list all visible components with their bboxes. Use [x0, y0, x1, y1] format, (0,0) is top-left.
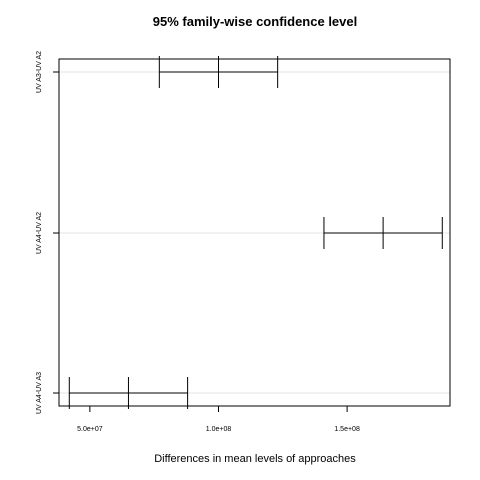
x-axis: 5.0e+07 1.0e+08 1.5e+08	[77, 406, 360, 433]
y-tick-label: UV A3-UV A2	[36, 51, 43, 93]
y-tick-label: UV A4-UV A3	[36, 372, 43, 414]
y-axis: UV A3-UV A2 UV A4-UV A2 UV A4-UV A3	[36, 51, 59, 414]
x-tick-label: 1.5e+08	[334, 426, 360, 433]
x-tick-label: 1.0e+08	[206, 426, 232, 433]
x-tick-label: 5.0e+07	[77, 426, 103, 433]
x-axis-label: Differences in mean levels of approaches	[154, 453, 356, 465]
chart-title: 95% family-wise confidence level	[153, 14, 357, 29]
y-tick-label: UV A4-UV A2	[36, 212, 43, 254]
intervals-layer	[68, 56, 443, 409]
